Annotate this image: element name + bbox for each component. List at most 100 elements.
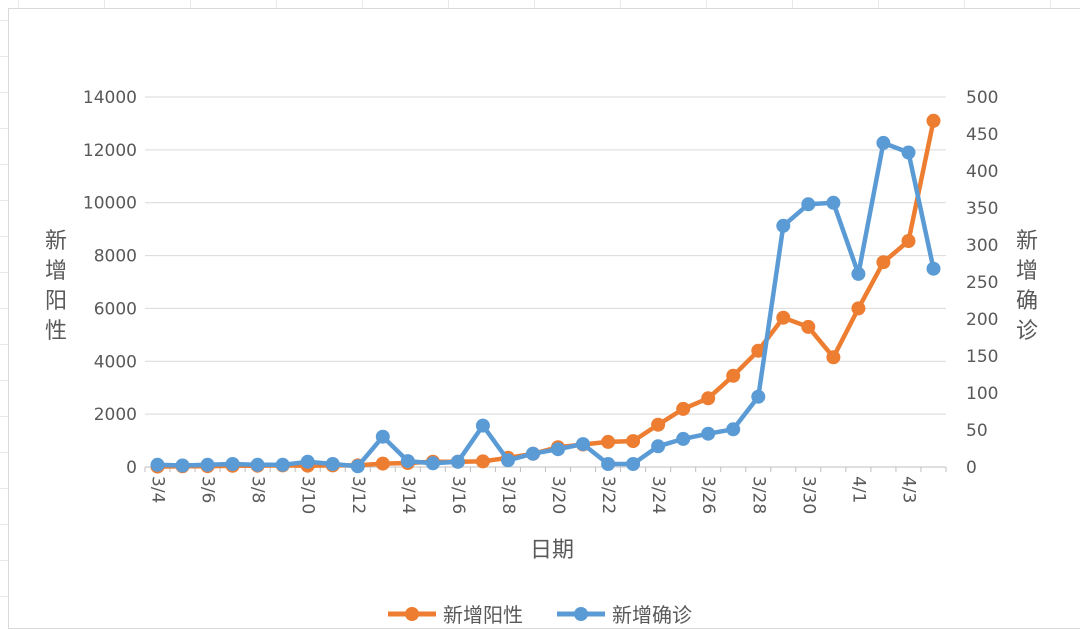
x-tick-labels: 3/4 3/6 3/8 3/10 3/12 3/14 3/16 3/18 3/20 3/22 3/2… xyxy=(144,467,947,514)
x-tick-label: 3/30 xyxy=(798,476,818,514)
data-point xyxy=(475,418,490,433)
right-y-axis-title: 新增确诊 xyxy=(1016,229,1038,344)
x-tick-label: 3/22 xyxy=(598,476,618,514)
series-positive xyxy=(150,113,941,474)
right-y-tick-labels: 0 50 100 150 200 250 300 350 400 450 500 xyxy=(966,88,998,478)
data-point xyxy=(250,457,265,472)
x-tick-label: 3/4 xyxy=(148,476,168,503)
x-tick-label: 4/3 xyxy=(898,476,918,503)
data-point xyxy=(851,266,866,281)
left-y-axis-title: 新增阳性 xyxy=(45,229,67,344)
x-tick-label: 4/1 xyxy=(848,476,868,503)
x-tick-label: 3/14 xyxy=(398,476,418,514)
right-y-tick-label: 0 xyxy=(966,458,977,478)
data-point xyxy=(450,454,465,469)
data-point xyxy=(175,458,190,473)
data-point xyxy=(475,454,490,469)
right-y-tick-label: 300 xyxy=(966,236,998,256)
x-tick-label: 3/28 xyxy=(748,476,768,514)
data-point xyxy=(851,301,866,316)
data-point xyxy=(526,446,540,461)
data-point xyxy=(501,453,515,468)
data-point xyxy=(776,218,791,233)
data-point xyxy=(601,457,616,471)
data-point xyxy=(801,319,816,334)
data-point xyxy=(901,234,916,248)
data-point xyxy=(676,431,691,446)
data-point xyxy=(826,195,841,210)
data-point xyxy=(325,457,340,471)
right-y-tick-label: 150 xyxy=(966,347,998,367)
data-point xyxy=(751,389,766,404)
data-point xyxy=(751,343,766,358)
x-tick-label: 3/8 xyxy=(248,476,268,503)
data-point xyxy=(551,442,565,457)
data-point xyxy=(876,255,891,270)
x-tick-label: 3/24 xyxy=(648,476,668,514)
gridlines xyxy=(145,96,946,468)
data-point xyxy=(601,434,616,449)
legend-label-positive: 新增阳性 xyxy=(443,603,523,627)
series-layer xyxy=(150,113,941,474)
data-point xyxy=(776,310,791,325)
right-y-tick-label: 200 xyxy=(966,310,998,330)
x-tick-label: 3/12 xyxy=(348,476,368,514)
legend-marker-confirmed xyxy=(574,607,588,621)
left-y-tick-label: 0 xyxy=(126,458,137,478)
left-y-tick-label: 10000 xyxy=(83,194,137,214)
data-point xyxy=(425,456,440,471)
x-tick-label: 3/20 xyxy=(548,476,568,514)
data-point xyxy=(651,417,666,432)
left-y-tick-label: 12000 xyxy=(83,141,137,161)
data-point xyxy=(200,457,215,472)
left-y-tick-label: 14000 xyxy=(83,88,137,108)
right-y-tick-label: 500 xyxy=(966,88,998,108)
right-y-tick-label: 100 xyxy=(966,384,998,404)
data-point xyxy=(375,456,390,471)
data-point xyxy=(701,391,716,406)
legend-marker-positive xyxy=(405,607,419,621)
data-point xyxy=(225,457,240,471)
series-confirmed xyxy=(150,135,941,474)
right-y-tick-label: 400 xyxy=(966,162,998,182)
data-point xyxy=(901,145,916,160)
data-point xyxy=(626,457,641,471)
data-point xyxy=(701,426,716,441)
x-tick-label: 3/6 xyxy=(198,476,218,503)
left-y-tick-label: 8000 xyxy=(94,247,137,267)
data-point xyxy=(726,422,741,437)
data-point xyxy=(676,401,691,416)
data-point xyxy=(150,457,165,472)
right-y-tick-label: 250 xyxy=(966,273,998,293)
data-point xyxy=(275,457,290,472)
x-tick-label: 3/26 xyxy=(698,476,718,514)
legend-label-confirmed: 新增确诊 xyxy=(612,603,692,627)
right-y-tick-label: 450 xyxy=(966,125,998,145)
data-point xyxy=(375,429,390,444)
series-line xyxy=(157,140,936,469)
data-point xyxy=(876,135,891,150)
right-y-tick-label: 50 xyxy=(966,421,988,441)
x-axis-title: 日期 xyxy=(530,538,574,563)
x-tick-label: 3/18 xyxy=(498,476,518,514)
data-point xyxy=(300,454,315,469)
data-point xyxy=(926,113,941,128)
series-line xyxy=(157,120,936,469)
data-point xyxy=(350,459,365,474)
legend: 新增阳性 新增确诊 xyxy=(388,603,692,627)
left-y-tick-labels: 0 2000 4000 6000 8000 10000 12000 14000 xyxy=(83,88,137,478)
data-point xyxy=(926,261,941,276)
data-point xyxy=(626,434,641,449)
data-point xyxy=(651,439,666,454)
data-point xyxy=(400,454,415,469)
x-tick-label: 3/16 xyxy=(448,476,468,514)
data-point xyxy=(576,437,590,452)
data-point xyxy=(826,350,841,365)
left-y-tick-label: 6000 xyxy=(94,299,137,319)
x-tick-label: 3/10 xyxy=(298,476,318,514)
data-point xyxy=(801,197,816,212)
left-y-tick-label: 4000 xyxy=(94,352,137,372)
left-y-tick-label: 2000 xyxy=(94,405,137,425)
chart-area[interactable] xyxy=(8,8,1080,629)
